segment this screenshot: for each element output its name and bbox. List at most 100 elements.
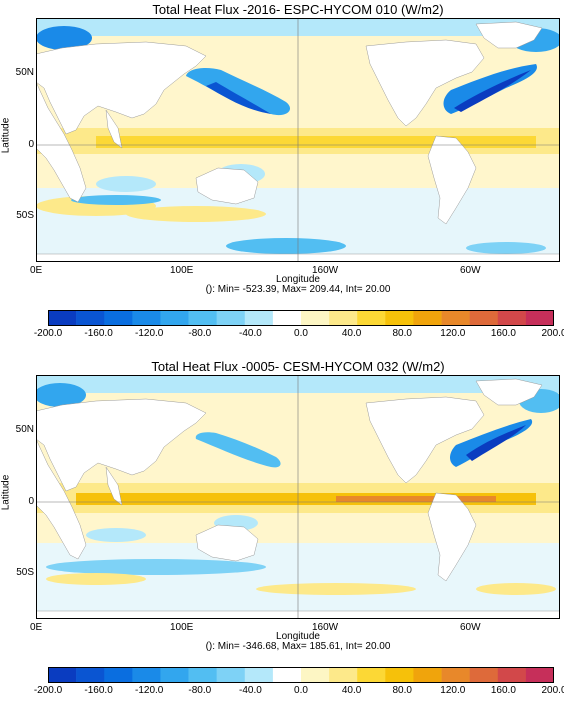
south-cool-patch (46, 559, 266, 575)
kuroshio-cool (195, 432, 281, 468)
colorbar-tick-label: 200.0 (541, 328, 564, 339)
y-tick: 0 (28, 496, 34, 507)
colorbar-tick-label: 0.0 (294, 685, 308, 696)
australia-land (195, 167, 259, 205)
colorbar-tick-label: 80.0 (392, 685, 412, 696)
heat-flux-map (36, 18, 560, 262)
colorbar-swatch (301, 667, 330, 683)
colorbar (48, 310, 554, 326)
eurasia-land (36, 398, 207, 492)
colorbar (48, 667, 554, 683)
africa-land (36, 81, 87, 203)
colorbar-tick-label: -160.0 (84, 328, 113, 339)
equatorial-core (96, 136, 536, 148)
colorbar-swatch (413, 310, 442, 326)
stats-text: (): Min= -523.39, Max= 209.44, Int= 20.0… (205, 284, 391, 295)
map-title: Total Heat Flux -2016- ESPC-HYCOM 010 (W… (152, 2, 444, 17)
agulhas-cool (71, 195, 161, 205)
colorbar-swatch (132, 310, 161, 326)
colorbar-tick-label: 160.0 (490, 685, 516, 696)
colorbar-swatch (497, 667, 527, 683)
x-tick: 0E (30, 622, 43, 633)
colorbar-tick-label: 200.0 (541, 685, 564, 696)
north-america-land (365, 39, 485, 127)
colorbar-tick-label: -40.0 (238, 328, 262, 339)
barents-cool (36, 383, 86, 407)
colorbar-swatch (216, 310, 246, 326)
colorbar-tick-label: 40.0 (341, 328, 362, 339)
map-title: Total Heat Flux -0005- CESM-HYCOM 032 (W… (151, 359, 445, 374)
greenland-land (475, 21, 543, 49)
colorbar-swatch (441, 310, 470, 326)
colorbar-swatch (385, 667, 414, 683)
y-tick: 0 (28, 139, 34, 150)
south-warm-patch (476, 583, 556, 595)
kuroshio-core (206, 82, 271, 114)
colorbar-swatch (301, 310, 330, 326)
colorbar-swatch (244, 310, 274, 326)
colorbar-swatch (188, 310, 217, 326)
colorbar-swatch (48, 667, 77, 683)
colorbar-frame (48, 310, 554, 326)
map-panel-cesm: Total Heat Flux -0005- CESM-HYCOM 032 (W… (0, 357, 564, 702)
colorbar-swatch (525, 667, 554, 683)
colorbar-tick-label: -200.0 (33, 685, 63, 696)
colorbar-swatch (188, 667, 217, 683)
colorbar-tick-label: -160.0 (84, 685, 113, 696)
africa-land (36, 438, 87, 560)
south-america-land (427, 135, 477, 225)
colorbar-swatch (76, 310, 105, 326)
colorbar-swatch (132, 667, 161, 683)
x-tick: 100E (170, 622, 194, 633)
gulf-stream-core (454, 70, 531, 112)
colorbar-swatch (104, 310, 133, 326)
colorbar-swatch (441, 667, 470, 683)
colorbar-swatch (104, 667, 133, 683)
colorbar-tick-label: 120.0 (440, 685, 466, 696)
y-tick: 50S (16, 567, 34, 578)
map-panel-espc: Total Heat Flux -2016- ESPC-HYCOM 010 (W… (0, 0, 564, 345)
colorbar-tick-label: 40.0 (341, 685, 362, 696)
x-tick: 60W (460, 622, 481, 633)
colorbar-swatch (244, 667, 274, 683)
y-tick: 50N (15, 424, 34, 435)
australia-land (195, 524, 259, 562)
x-tick: 100E (170, 265, 194, 276)
colorbar-tick-label: 160.0 (490, 328, 516, 339)
map-frame (36, 18, 560, 262)
colorbar-swatch (216, 667, 246, 683)
colorbar-swatch (76, 667, 105, 683)
colorbar-frame (48, 667, 554, 683)
colorbar-tick-label: -120.0 (135, 685, 164, 696)
gulf-stream-core (466, 425, 526, 461)
colorbar-swatch (160, 667, 189, 683)
colorbar-swatch (329, 667, 358, 683)
south-america-land (427, 492, 477, 582)
land (36, 378, 560, 619)
heat-flux-map (36, 375, 560, 619)
south-cool-patch (466, 242, 546, 254)
colorbar-swatch (160, 310, 189, 326)
colorbar-swatch (525, 310, 554, 326)
colorbar-swatch (272, 667, 302, 683)
colorbar-tick-label: -120.0 (135, 328, 164, 339)
south-warm-patch (256, 583, 416, 595)
colorbar-tick-label: 80.0 (392, 328, 412, 339)
indian-cool (86, 528, 146, 542)
colorbar-tick-label: -200.0 (33, 328, 63, 339)
x-tick: 60W (460, 265, 481, 276)
colorbar-swatch (48, 310, 77, 326)
x-axis-label: Longitude (276, 631, 320, 642)
colorbar-swatch (357, 310, 386, 326)
colorbar-swatch (413, 667, 442, 683)
colorbar-swatch (469, 310, 499, 326)
colorbar-swatch (469, 667, 499, 683)
colorbar-tick-label: 120.0 (440, 328, 466, 339)
colorbar-swatch (497, 310, 527, 326)
colorbar-tick-label: 0.0 (294, 328, 308, 339)
colorbar-tick-label: -40.0 (238, 685, 262, 696)
kuroshio-cool (186, 68, 291, 116)
barents-cool (36, 26, 92, 50)
north-america-land (365, 396, 485, 484)
x-tick: 0E (30, 265, 43, 276)
